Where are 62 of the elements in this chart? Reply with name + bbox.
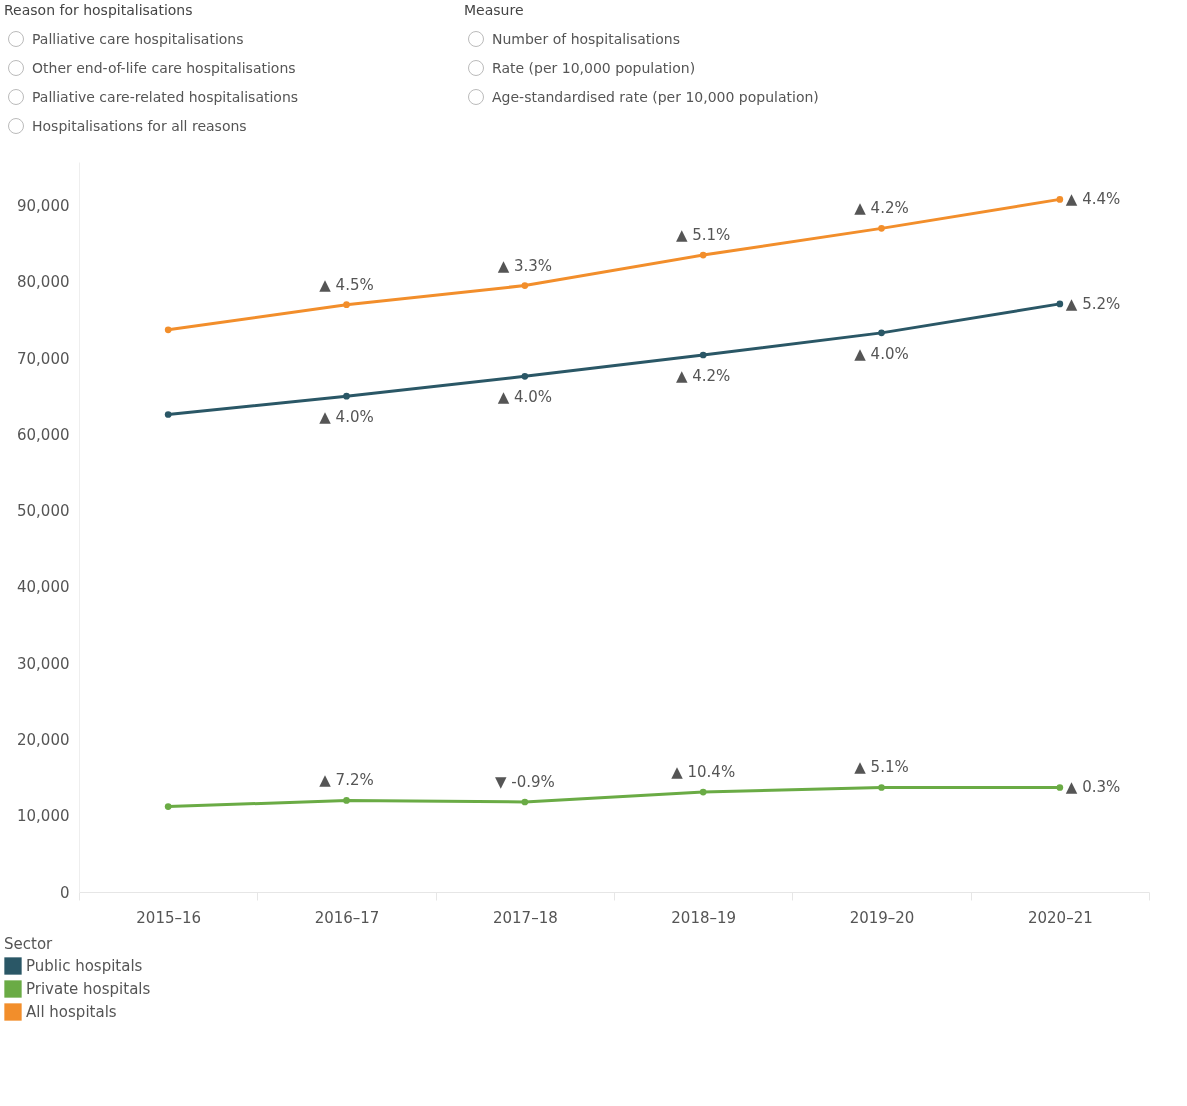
y-tick-label: 0: [59, 883, 70, 902]
annotation: ▲ 5.1%: [854, 758, 909, 777]
point: [699, 788, 707, 796]
y-tick-label: 50,000: [17, 502, 70, 521]
annotation: ▲ 7.2%: [319, 771, 374, 790]
point: [164, 411, 172, 418]
text: Rate (per 10,000 population): [492, 59, 696, 76]
legend-label: All hospitals: [26, 1003, 117, 1021]
point: [343, 301, 350, 308]
y-tick-label: 90,000: [17, 196, 70, 215]
point: [878, 329, 885, 337]
x-tick-label: 2020–21: [1027, 908, 1093, 927]
point: [343, 392, 350, 400]
legend-label: Private hospitals: [26, 980, 151, 998]
x-tick-label: 2018–19: [671, 908, 737, 927]
text: Number of hospitalisations: [492, 30, 680, 47]
annotation: ▲ 5.1%: [675, 226, 731, 245]
annotation: ▲ 4.5%: [319, 275, 374, 294]
annotation: ▲ 4.0%: [497, 388, 553, 407]
x-tick-label: 2017–18: [492, 908, 558, 927]
annotation: ▲ 0.3%: [1065, 778, 1121, 797]
text: Measure: [464, 2, 525, 18]
text: Palliative care-related hospitalisations: [32, 88, 299, 105]
legend-label: Public hospitals: [26, 957, 143, 975]
annotation: ▲ 4.0%: [319, 408, 374, 427]
x-tick-label: 2015–16: [136, 908, 202, 927]
y-tick-label: 40,000: [17, 578, 70, 597]
point: [521, 373, 529, 380]
annotation: ▲ 4.2%: [675, 366, 731, 385]
x-tick-label: 2016–17: [314, 908, 380, 927]
text: Palliative care hospitalisations: [32, 30, 244, 47]
point: [1056, 196, 1064, 203]
y-tick-label: 30,000: [17, 654, 70, 673]
point: [1056, 300, 1064, 308]
annotation: ▲ 4.2%: [854, 199, 909, 218]
y-tick-label: 10,000: [17, 807, 70, 826]
y-tick-label: 70,000: [17, 349, 70, 368]
text: Age-standardised rate (per 10,000 population): [492, 88, 819, 105]
x-tick-label: 2019–20: [849, 908, 915, 927]
annotation: ▲ 4.0%: [854, 344, 909, 363]
y-tick-label: 20,000: [17, 730, 70, 749]
text: Hospitalisations for all reasons: [32, 117, 247, 134]
annotation: ▲ 5.2%: [1065, 294, 1121, 313]
text: Other end-of-life care hospitalisations: [32, 59, 296, 76]
annotation: ▲ 3.3%: [497, 256, 553, 275]
annotation: ▼ -0.9%: [494, 772, 555, 791]
annotation: ▲ 4.4%: [1065, 190, 1121, 209]
point: [164, 803, 172, 810]
y-tick-label: 60,000: [17, 425, 70, 444]
point: [878, 225, 885, 232]
text: Reason for hospitalisations: [4, 2, 194, 18]
point: [164, 326, 172, 334]
legend-title: Sector: [4, 935, 54, 953]
point: [1056, 784, 1064, 791]
point: [343, 797, 350, 804]
point: [878, 784, 885, 791]
point: [699, 251, 707, 259]
point: [699, 351, 707, 359]
point: [521, 798, 529, 806]
y-tick-label: 80,000: [17, 273, 70, 292]
point: [521, 282, 529, 289]
annotation: ▲ 10.4%: [671, 763, 736, 782]
